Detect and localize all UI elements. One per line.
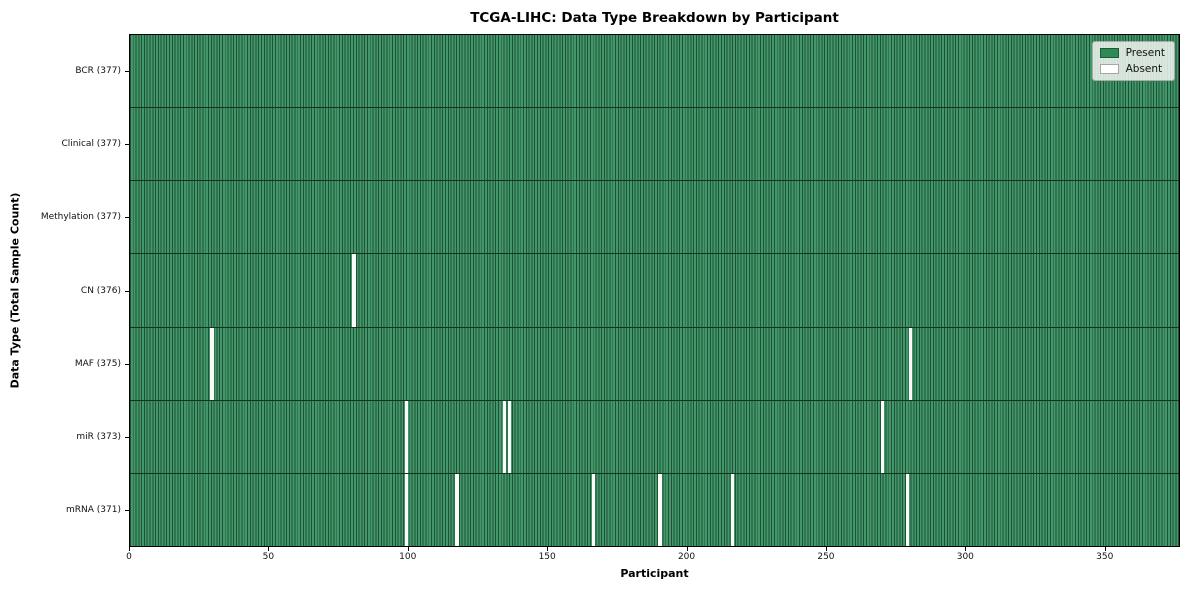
x-tick-mark — [686, 547, 688, 551]
present-cells-maf — [130, 327, 1179, 400]
heatmap-row-mir — [130, 400, 1179, 474]
legend-label-present: Present — [1125, 47, 1165, 59]
x-tick-mark — [407, 547, 409, 551]
absent-mark-mrna-279 — [906, 473, 910, 546]
absent-mark-mrna-216 — [730, 473, 734, 546]
x-tick-mark — [965, 547, 967, 551]
legend-item-present: Present — [1099, 47, 1165, 59]
y-tick-mark — [125, 217, 129, 219]
y-tick-label: Methylation (377) — [40, 212, 121, 223]
legend-swatch-absent — [1099, 64, 1119, 74]
x-tick-mark — [268, 547, 270, 551]
x-tick-label: 350 — [1096, 552, 1114, 562]
y-tick-label: miR (373) — [76, 432, 121, 443]
present-cells-clinical — [130, 108, 1179, 181]
plot-area: Present Absent — [129, 34, 1180, 547]
absent-mark-mrna-166 — [591, 473, 595, 546]
absent-mark-mrna-99 — [405, 473, 409, 546]
y-tick-label: Clinical (377) — [61, 138, 121, 149]
heatmap-row-methylation — [130, 181, 1179, 255]
absent-mark-maf-29 — [210, 327, 214, 400]
heatmap-row-clinical — [130, 108, 1179, 182]
heatmap-row-mrna — [130, 473, 1179, 546]
absent-mark-mrna-190 — [658, 473, 662, 546]
absent-mark-cn-80 — [352, 254, 356, 327]
x-tick-label: 100 — [399, 552, 417, 562]
heatmap-row-bcr — [130, 35, 1179, 109]
legend: Present Absent — [1091, 41, 1175, 81]
x-tick-label: 0 — [126, 552, 132, 562]
absent-mark-mir-134 — [502, 400, 506, 473]
y-tick-mark — [125, 70, 129, 72]
x-axis-title: Participant — [620, 567, 689, 580]
y-tick-label: mRNA (371) — [66, 505, 121, 516]
heatmap-row-maf — [130, 327, 1179, 401]
legend-label-absent: Absent — [1125, 63, 1163, 75]
legend-swatch-present — [1099, 48, 1119, 58]
y-tick-mark — [125, 143, 129, 145]
y-tick-mark — [125, 510, 129, 512]
y-tick-label: CN (376) — [80, 285, 121, 296]
absent-mark-mir-99 — [405, 400, 409, 473]
heatmap-row-cn — [130, 254, 1179, 328]
y-tick-mark — [125, 363, 129, 365]
present-cells-bcr — [130, 35, 1179, 108]
x-tick-mark — [129, 547, 130, 551]
present-cells-mir — [130, 400, 1179, 473]
y-tick-label: BCR (377) — [75, 65, 121, 76]
x-tick-label: 250 — [817, 552, 835, 562]
present-cells-methylation — [130, 181, 1179, 254]
x-tick-label: 200 — [677, 552, 696, 562]
x-tick-mark — [825, 547, 827, 551]
chart-title: TCGA-LIHC: Data Type Breakdown by Partic… — [470, 10, 839, 26]
absent-mark-mir-136 — [508, 400, 512, 473]
legend-item-absent: Absent — [1099, 63, 1165, 75]
absent-mark-maf-280 — [908, 327, 913, 400]
x-tick-label: 50 — [262, 552, 275, 562]
heatmap-rows — [130, 35, 1179, 546]
absent-mark-mir-270 — [881, 400, 885, 473]
y-tick-mark — [125, 437, 129, 439]
absent-mark-mrna-117 — [455, 473, 459, 546]
x-tick-mark — [1104, 547, 1106, 551]
x-tick-label: 150 — [538, 552, 556, 562]
x-tick-label: 300 — [956, 552, 974, 562]
present-cells-mrna — [130, 473, 1179, 546]
present-cells-cn — [130, 254, 1179, 327]
y-tick-mark — [125, 290, 129, 292]
y-tick-label: MAF (375) — [74, 358, 121, 369]
x-tick-mark — [547, 547, 549, 551]
